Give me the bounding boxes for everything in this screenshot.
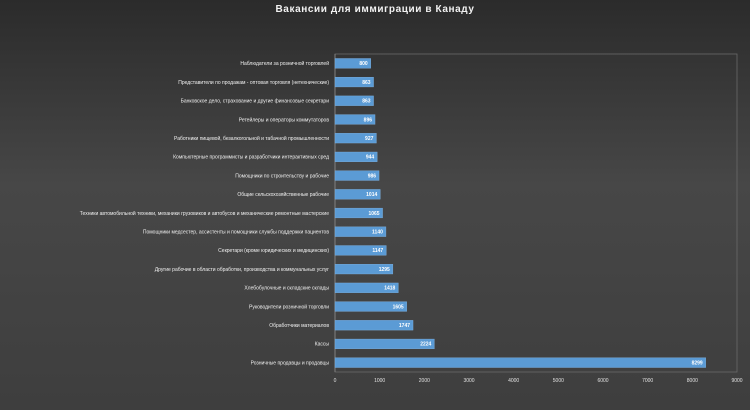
bar [334,245,387,256]
category-label: Кассы [315,342,330,348]
chart-title: Вакансии для иммиграции в Канаду [275,4,475,15]
data-label: 800 [359,61,368,67]
category-label: Работники пищевой, безалкогольной и таба… [174,135,329,142]
bar [334,58,371,69]
x-tick-label: 9000 [731,378,742,384]
data-label: 1747 [399,323,410,329]
category-label: Помощники медсестер, ассистенты и помощн… [143,230,329,236]
data-label: 927 [365,136,374,142]
bar [334,301,407,312]
data-label: 896 [364,117,373,123]
bar [334,114,376,125]
bar [334,338,435,350]
data-label: 1065 [368,211,379,217]
category-label: Другие рабочие в области обработки, прои… [155,267,329,273]
x-tick-label: 5000 [553,378,564,384]
category-label: Розничные продавцы и продавцы [251,360,330,366]
bar [334,76,374,88]
category-label: Помощники по строительству и рабочие [235,173,329,179]
x-tick-label: 2000 [419,378,430,384]
data-label: 1295 [379,267,390,273]
data-label: 1140 [372,230,383,236]
data-label: 1014 [366,192,377,198]
category-label: Банковское дело, страхование и другие фи… [181,99,330,105]
category-label: Наблюдатели за розничной торговлей [240,60,329,67]
x-tick-label: 8000 [687,378,698,384]
data-label: 1147 [372,248,383,254]
x-tick-label: 0 [334,378,337,384]
data-label: 986 [368,173,377,179]
data-label: 1418 [384,286,395,292]
category-label: Секретари (кроме юридических и медицинск… [218,248,329,254]
data-label: 944 [366,155,375,161]
bar [334,151,378,162]
bar [334,95,374,106]
x-tick-label: 7000 [642,378,653,384]
x-tick-label: 4000 [508,378,519,384]
category-label: Техники автомобильной техники, механики … [80,210,329,217]
category-label: Руководители розничной торговли [249,303,329,310]
bar [334,226,387,237]
data-label: 863 [362,80,371,86]
category-label: Представители по продажам - оптовая торг… [178,80,329,86]
data-label: 863 [362,99,371,105]
x-tick-label: 3000 [463,378,474,384]
bar [334,189,381,200]
category-label: Обработчики материалов [269,323,329,329]
data-label: 1605 [393,304,404,310]
bar [334,264,394,275]
bar [334,357,706,368]
bar [334,282,399,293]
category-label: Ретейлеры и операторы коммутаторов [239,116,330,123]
data-label: 2224 [420,342,431,348]
category-label: Компьютерные программисты и разработчики… [173,155,329,161]
bar [334,320,414,331]
bar [334,170,380,181]
x-tick-label: 1000 [374,378,385,384]
bar [334,133,377,144]
data-label: 8299 [692,360,703,366]
x-tick-label: 6000 [597,378,608,384]
category-label: Общие сельскохозяйственные рабочие [237,191,329,198]
category-label: Хлебобулочные и складские склады [244,286,329,292]
bar [334,207,383,219]
